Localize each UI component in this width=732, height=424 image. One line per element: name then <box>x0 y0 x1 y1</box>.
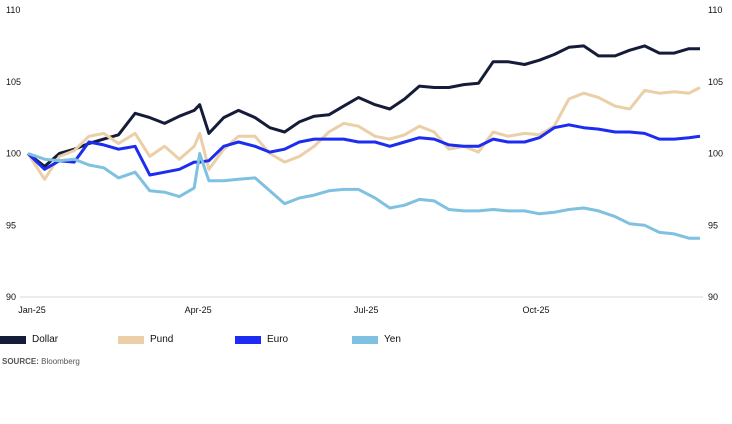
legend-swatch-dollar <box>0 335 26 344</box>
x-tick-label: Apr-25 <box>185 305 212 315</box>
y-tick-label-right: 95 <box>708 220 718 230</box>
legend-item-pund: Pund <box>118 334 173 345</box>
series-line-dollar <box>27 44 700 168</box>
source-text: Bloomberg <box>41 357 80 366</box>
line-chart: 90 95 100 105 110 90 95 100 105 110 Jan-25 Apr-25… <box>6 5 723 315</box>
series-lines <box>26 44 701 240</box>
x-tick-label: Oct-25 <box>522 305 549 315</box>
legend-label-yen: Yen <box>384 334 401 345</box>
y-axis-left: 90 95 100 105 110 <box>6 5 21 302</box>
series-line-yen <box>27 152 700 240</box>
legend-label-pund: Pund <box>150 334 174 345</box>
legend-swatch-euro <box>235 335 261 344</box>
legend-label-dollar: Dollar <box>32 334 59 345</box>
x-tick-label: Jul-25 <box>354 305 379 315</box>
y-tick-label-left: 110 <box>6 5 20 15</box>
legend-item-dollar: Dollar <box>0 334 58 345</box>
source-label: SOURCE: <box>2 357 39 366</box>
y-tick-label-right: 100 <box>708 149 723 159</box>
series-line-pund <box>26 86 701 181</box>
y-axis-right: 90 95 100 105 110 <box>708 5 723 302</box>
y-tick-label-left: 90 <box>6 292 16 302</box>
y-tick-label-right: 105 <box>708 77 723 87</box>
x-tick-label: Jan-25 <box>18 305 46 315</box>
y-tick-label-right: 110 <box>708 5 722 15</box>
legend-swatch-pund <box>118 335 144 344</box>
source-note: SOURCE: Bloomberg <box>2 357 80 366</box>
legend-item-euro: Euro <box>235 334 288 345</box>
series-line-euro <box>26 123 701 177</box>
y-tick-label-left: 105 <box>6 77 21 87</box>
y-tick-label-right: 90 <box>708 292 718 302</box>
x-axis: Jan-25 Apr-25 Jul-25 Oct-25 <box>18 305 549 315</box>
legend-item-yen: Yen <box>352 334 401 345</box>
legend-label-euro: Euro <box>267 334 289 345</box>
y-tick-label-left: 100 <box>6 149 21 159</box>
legend-swatch-yen <box>352 335 378 344</box>
y-tick-label-left: 95 <box>6 220 16 230</box>
